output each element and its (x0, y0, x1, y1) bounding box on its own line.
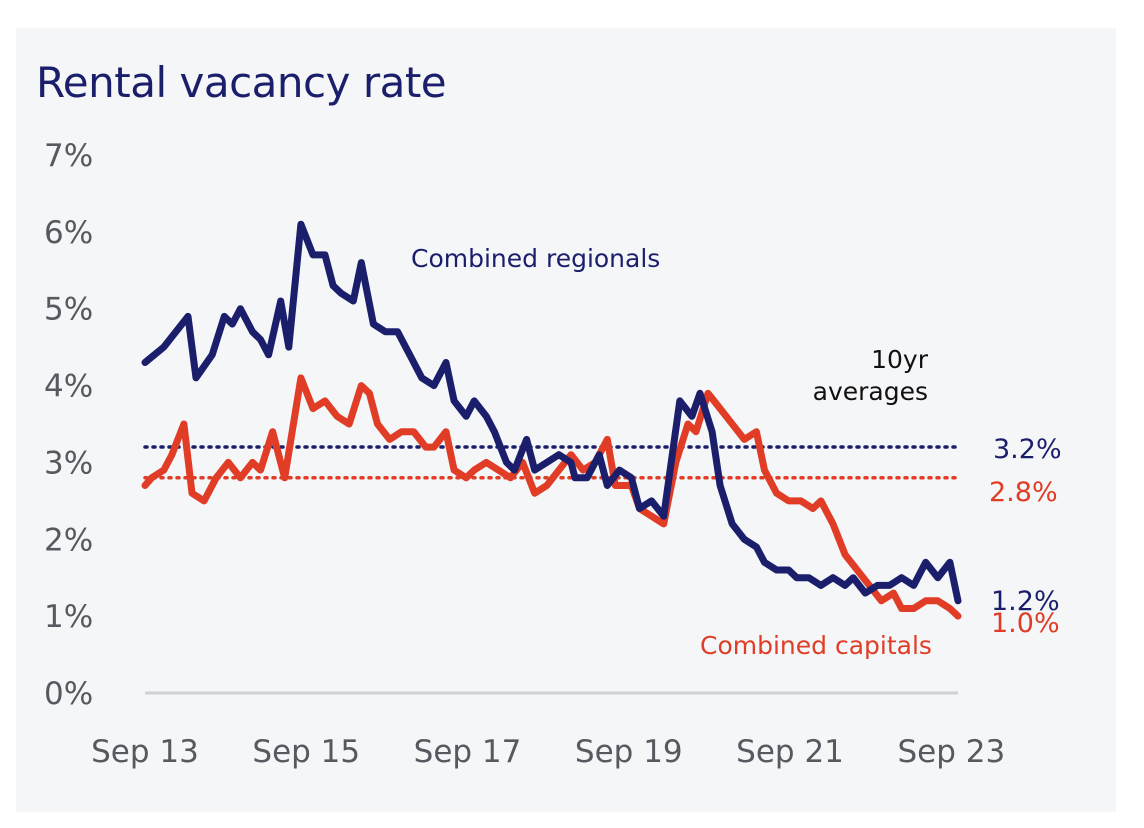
capitals-end-label: 1.0% (991, 608, 1060, 639)
capitals-annotation: Combined capitals (700, 631, 932, 660)
x-tick-label: Sep 19 (575, 734, 683, 770)
capitals-average-label: 2.8% (989, 477, 1058, 508)
y-tick-label: 2% (44, 522, 93, 558)
y-axis-ticks: 0% 1% 2% 3% 4% 5% 6% 7% (44, 138, 93, 712)
y-tick-label: 6% (44, 215, 93, 251)
x-tick-label: Sep 15 (252, 734, 360, 770)
x-tick-label: Sep 13 (91, 734, 199, 770)
regionals-annotation: Combined regionals (411, 244, 660, 273)
y-tick-label: 4% (44, 369, 93, 405)
regionals-series-line (141, 220, 962, 605)
capitals-series-line (141, 374, 962, 620)
y-tick-label: 3% (44, 445, 93, 481)
x-tick-label: Sep 17 (414, 734, 522, 770)
x-axis-ticks: Sep 13 Sep 15 Sep 17 Sep 19 Sep 21 Sep 23 (91, 734, 1005, 770)
regionals-average-label: 3.2% (993, 434, 1062, 465)
y-tick-label: 7% (44, 138, 93, 174)
y-tick-label: 1% (44, 599, 93, 635)
y-tick-label: 5% (44, 292, 93, 328)
series-lines (141, 220, 962, 620)
x-tick-label: Sep 23 (897, 734, 1005, 770)
avg-annotation-line1: 10yr (871, 345, 929, 374)
chart-title: Rental vacancy rate (36, 58, 447, 107)
avg-annotation-line2: averages (813, 377, 928, 406)
y-tick-label: 0% (44, 676, 93, 712)
x-tick-label: Sep 21 (736, 734, 844, 770)
regionals-end-label: 1.2% (991, 586, 1060, 617)
chart-panel (16, 28, 1116, 812)
